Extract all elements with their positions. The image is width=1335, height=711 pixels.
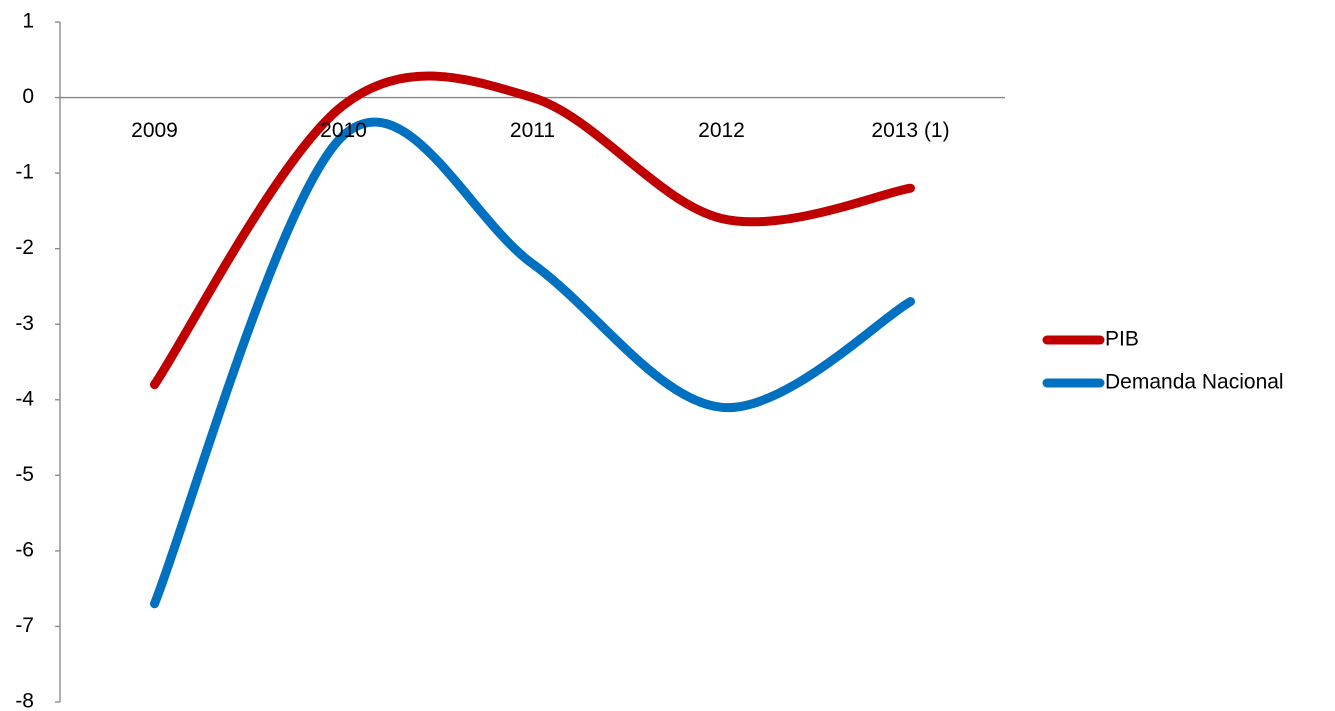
y-tick-label: -7 xyxy=(15,614,34,637)
x-tick-label: 2013 (1) xyxy=(871,119,949,142)
y-tick-label: -2 xyxy=(15,236,34,259)
category-labels: 2009 2010 2011 2012 2013 (1) xyxy=(131,119,949,142)
y-tick-label: 1 xyxy=(22,10,34,33)
y-tick-label: -1 xyxy=(15,161,34,184)
y-tick-label: -4 xyxy=(15,387,34,410)
y-tick-label: -5 xyxy=(15,463,34,486)
legend-label-demanda-nacional: Demanda Nacional xyxy=(1105,371,1284,394)
series-layer xyxy=(150,71,915,609)
y-tick-label: -6 xyxy=(15,538,34,561)
series-line-pib xyxy=(150,71,915,390)
y-tick-label: 0 xyxy=(22,85,34,108)
legend: PIB Demanda Nacional xyxy=(1042,328,1284,394)
y-tick-label: -3 xyxy=(15,312,34,335)
x-tick-label: 2011 xyxy=(510,119,555,142)
x-tick-label: 2009 xyxy=(131,119,178,142)
y-tick-label: -8 xyxy=(15,690,34,711)
series-line-demanda-nacional xyxy=(150,117,915,609)
axes: 1 0 -1 -2 -3 -4 -5 -6 -7 -8 xyxy=(15,10,1005,711)
legend-label-pib: PIB xyxy=(1105,328,1139,351)
x-tick-label: 2012 xyxy=(698,119,745,142)
x-tick-label: 2010 xyxy=(320,119,367,142)
